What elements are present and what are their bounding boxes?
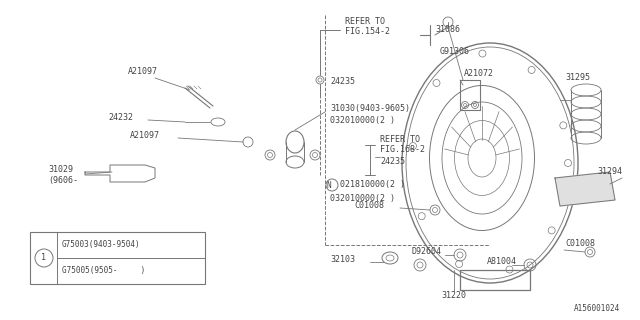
Text: FIG.168-2: FIG.168-2 — [380, 146, 425, 155]
Text: A156001024: A156001024 — [573, 304, 620, 313]
Text: 31030(9403-9605): 31030(9403-9605) — [330, 103, 410, 113]
Polygon shape — [555, 172, 615, 206]
Text: A21097: A21097 — [130, 131, 160, 140]
Text: G91306: G91306 — [440, 47, 470, 57]
Text: FIG.154-2: FIG.154-2 — [345, 28, 390, 36]
Text: REFER TO: REFER TO — [380, 135, 420, 145]
Text: 31295: 31295 — [565, 74, 590, 83]
Text: C01008: C01008 — [565, 239, 595, 249]
Text: G75005(9505-     ): G75005(9505- ) — [62, 267, 145, 276]
Text: A21097: A21097 — [128, 68, 158, 76]
Text: C01008: C01008 — [354, 202, 384, 211]
Text: 24235: 24235 — [330, 77, 355, 86]
Text: 1: 1 — [42, 253, 47, 262]
Text: 021810000(2 ): 021810000(2 ) — [340, 180, 405, 189]
Text: G75003(9403-9504): G75003(9403-9504) — [62, 241, 141, 250]
Text: A81004: A81004 — [487, 258, 517, 267]
Text: 032010000(2 ): 032010000(2 ) — [330, 116, 395, 124]
Text: 31220: 31220 — [442, 291, 467, 300]
Text: 24235: 24235 — [380, 157, 405, 166]
Text: 31294: 31294 — [597, 167, 622, 177]
Text: N: N — [326, 180, 332, 189]
Text: REFER TO: REFER TO — [345, 18, 385, 27]
Text: 24232: 24232 — [108, 114, 133, 123]
Text: 32103: 32103 — [330, 255, 355, 265]
Text: (9606-: (9606- — [48, 175, 78, 185]
Text: D92604: D92604 — [412, 247, 442, 257]
Text: 032010000(2 ): 032010000(2 ) — [330, 194, 395, 203]
Text: 31029: 31029 — [48, 165, 73, 174]
Text: A21072: A21072 — [464, 69, 494, 78]
Text: 31086: 31086 — [435, 26, 460, 35]
